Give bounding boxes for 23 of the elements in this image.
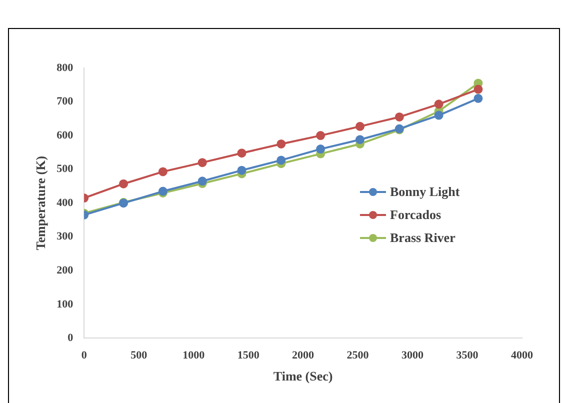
x-tick-label: 0 xyxy=(81,350,88,362)
legend-label: Bonny Light xyxy=(390,184,460,200)
x-tick-label: 3500 xyxy=(456,350,479,362)
x-axis-title: Time (Sec) xyxy=(273,368,333,384)
x-tick-label: 2500 xyxy=(346,350,370,362)
x-tick-label: 4000 xyxy=(511,350,534,362)
y-axis-title: Temperature (K) xyxy=(33,156,48,250)
y-tick-label: 300 xyxy=(56,230,74,243)
y-tick-label: 400 xyxy=(56,196,74,209)
y-tick-label: 0 xyxy=(68,332,74,344)
y-tick-label: 800 xyxy=(56,62,74,74)
legend-label: Brass River xyxy=(390,230,456,246)
y-tick-label: 600 xyxy=(56,129,74,142)
y-tick-label: 700 xyxy=(56,96,74,108)
x-tick-label: 2000 xyxy=(292,350,315,362)
y-tick-label: 200 xyxy=(56,264,74,276)
y-tick-label: 500 xyxy=(56,163,74,176)
x-tick-label: 3000 xyxy=(402,350,424,362)
x-tick-label: 1500 xyxy=(237,350,260,362)
x-tick-label: 1000 xyxy=(182,350,206,362)
x-tick-label: 500 xyxy=(130,350,148,362)
y-tick-label: 100 xyxy=(56,298,74,310)
legend-label: Forcados xyxy=(390,206,442,222)
